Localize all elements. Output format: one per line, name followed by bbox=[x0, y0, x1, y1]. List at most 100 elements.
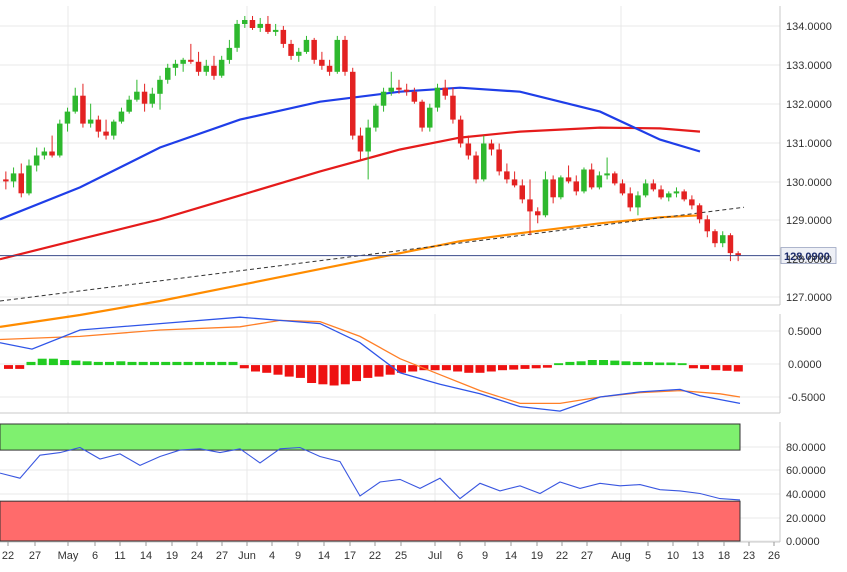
candle-bear bbox=[249, 20, 256, 28]
macd-hist-bar-negative bbox=[239, 365, 249, 369]
candle-bear bbox=[727, 235, 734, 254]
date-tick-label: Jul bbox=[428, 550, 442, 562]
macd-hist-bar-negative bbox=[340, 365, 350, 385]
date-tick-label: 24 bbox=[191, 550, 203, 562]
rsi-overbought-zone bbox=[0, 423, 741, 451]
candle-bull bbox=[165, 67, 171, 80]
date-tick-label: 22 bbox=[2, 550, 14, 562]
candle-bull bbox=[388, 87, 394, 92]
macd-hist-bar-positive bbox=[138, 361, 148, 366]
candle-bear bbox=[511, 179, 518, 186]
macd-hist-bar-positive bbox=[632, 361, 642, 366]
last-price-label: 128.0900 bbox=[784, 251, 830, 263]
macd-hist-bar-negative bbox=[498, 365, 507, 371]
date-tick-label: 6 bbox=[457, 550, 463, 562]
candle-bear bbox=[265, 23, 271, 32]
macd-hist-bar-positive bbox=[621, 361, 631, 366]
rsi-line bbox=[0, 446, 741, 501]
candle-bull bbox=[272, 29, 279, 32]
candle-bull bbox=[242, 20, 248, 24]
candle-bull bbox=[234, 23, 240, 48]
date-tick-label: 5 bbox=[645, 550, 651, 562]
candle-bear bbox=[650, 183, 657, 190]
macd-tick-label: -0.5000 bbox=[788, 392, 825, 404]
candle-bear bbox=[519, 185, 525, 200]
candle-bull bbox=[126, 99, 132, 112]
macd-hist-bar-negative bbox=[520, 365, 530, 369]
candle-bull bbox=[149, 93, 155, 104]
candle-bear bbox=[18, 173, 24, 194]
candle-bear bbox=[658, 189, 664, 198]
candle-bull bbox=[72, 95, 78, 112]
macd-hist-bar-negative bbox=[251, 365, 260, 372]
candle-bear bbox=[3, 179, 9, 182]
macd-hist-bar-negative bbox=[284, 365, 294, 377]
date-tick-label: 9 bbox=[295, 550, 301, 562]
macd-hist-bar-negative bbox=[700, 365, 710, 369]
date-tick-label: 23 bbox=[743, 550, 755, 562]
macd-hist-bar-positive bbox=[576, 361, 586, 366]
candle-bull bbox=[604, 173, 610, 176]
candle-bear bbox=[288, 43, 294, 56]
candle-bear bbox=[573, 181, 579, 192]
candle-bear bbox=[689, 199, 695, 206]
macd-tick-label: 0.5000 bbox=[788, 326, 822, 338]
candle-bear bbox=[342, 39, 348, 72]
macd-hist-bar-positive bbox=[93, 361, 103, 366]
rsi-tick-label: 60.0000 bbox=[786, 465, 826, 477]
macd-hist-bar-positive bbox=[150, 361, 159, 366]
macd-hist-bar-negative bbox=[374, 365, 384, 377]
candle-bull bbox=[203, 65, 209, 72]
candle-bear bbox=[619, 183, 626, 194]
macd-hist-bar-positive bbox=[71, 360, 81, 366]
price-tick-label: 132.0000 bbox=[786, 99, 832, 111]
candle-bull bbox=[334, 39, 340, 72]
candle-bear bbox=[95, 119, 102, 132]
price-tick-label: 134.0000 bbox=[786, 21, 832, 33]
rsi-oversold-zone bbox=[0, 500, 741, 542]
macd-hist-bar-negative bbox=[318, 365, 328, 385]
candle-bull bbox=[41, 151, 48, 156]
trendline bbox=[0, 206, 745, 302]
price-tick-label: 129.0000 bbox=[786, 215, 832, 227]
candle-bull bbox=[581, 169, 587, 192]
date-tick-label: 4 bbox=[269, 550, 275, 562]
macd-hist-bar-positive bbox=[228, 361, 238, 366]
candle-bull bbox=[57, 123, 63, 156]
macd-hist-bar-negative bbox=[4, 365, 13, 369]
macd-hist-bar-positive bbox=[172, 361, 182, 366]
candle-bear bbox=[211, 65, 217, 76]
date-tick-label: May bbox=[58, 550, 79, 562]
macd-tick-label: 0.0000 bbox=[788, 359, 822, 371]
date-tick-label: 14 bbox=[505, 550, 517, 562]
candle-bear bbox=[465, 143, 472, 156]
date-tick-label: 14 bbox=[318, 550, 330, 562]
candle-bear bbox=[411, 91, 418, 102]
price-panel: 128.0900 bbox=[0, 15, 837, 328]
date-tick-label: 18 bbox=[718, 550, 730, 562]
candle-bear bbox=[704, 219, 710, 232]
axes: 134.0000133.0000132.0000131.0000130.0000… bbox=[2, 21, 832, 562]
date-tick-label: 19 bbox=[166, 550, 178, 562]
candle-bull bbox=[542, 179, 549, 216]
macd-hist-bar-positive bbox=[565, 361, 575, 366]
candle-bear bbox=[419, 101, 425, 128]
candle-bear bbox=[496, 149, 502, 172]
macd-hist-bar-positive bbox=[127, 361, 137, 366]
macd-hist-bar-positive bbox=[60, 360, 70, 366]
date-tick-label: 19 bbox=[531, 550, 543, 562]
macd-hist-bar-positive bbox=[217, 361, 227, 366]
rsi-tick-label: 40.0000 bbox=[786, 489, 826, 501]
candle-bull bbox=[642, 183, 649, 196]
ma-orange-line bbox=[0, 214, 701, 328]
macd-line bbox=[0, 316, 741, 412]
candle-bull bbox=[380, 91, 387, 106]
candle-bull bbox=[134, 91, 140, 100]
date-tick-label: 11 bbox=[114, 550, 125, 562]
candle-bear bbox=[450, 95, 456, 120]
ma-red-line bbox=[0, 126, 701, 261]
macd-hist-bar-positive bbox=[655, 362, 665, 366]
candle-bear bbox=[681, 191, 687, 200]
price-tick-label: 131.0000 bbox=[786, 138, 832, 150]
